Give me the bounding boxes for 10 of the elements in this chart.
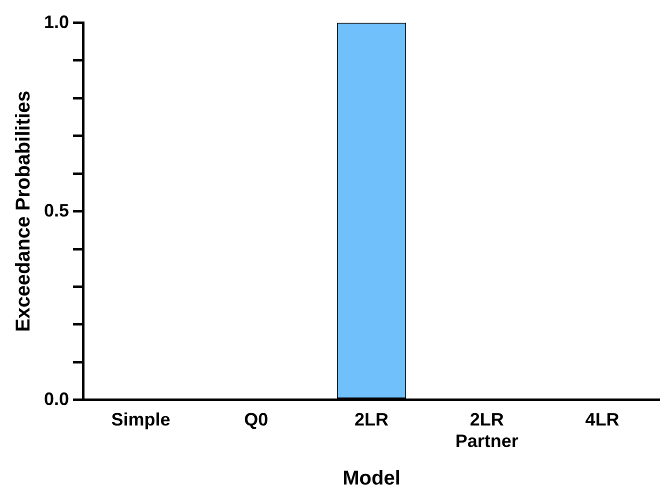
x-tick-label: Simple xyxy=(111,410,170,430)
x-tick-label: Q0 xyxy=(244,410,268,430)
y-tick-label: 1.0 xyxy=(44,12,70,32)
y-tick-label: 0.0 xyxy=(44,388,70,409)
y-tick-label: 0.5 xyxy=(44,200,70,220)
y-axis-title: Exceedance Probabilities xyxy=(12,90,35,332)
x-tick-label: 4LR xyxy=(585,410,620,430)
x-tick-label: 2LR Partner xyxy=(455,410,518,452)
x-tick-label: 2LR xyxy=(354,410,389,430)
x-axis-title: Model xyxy=(342,468,400,490)
